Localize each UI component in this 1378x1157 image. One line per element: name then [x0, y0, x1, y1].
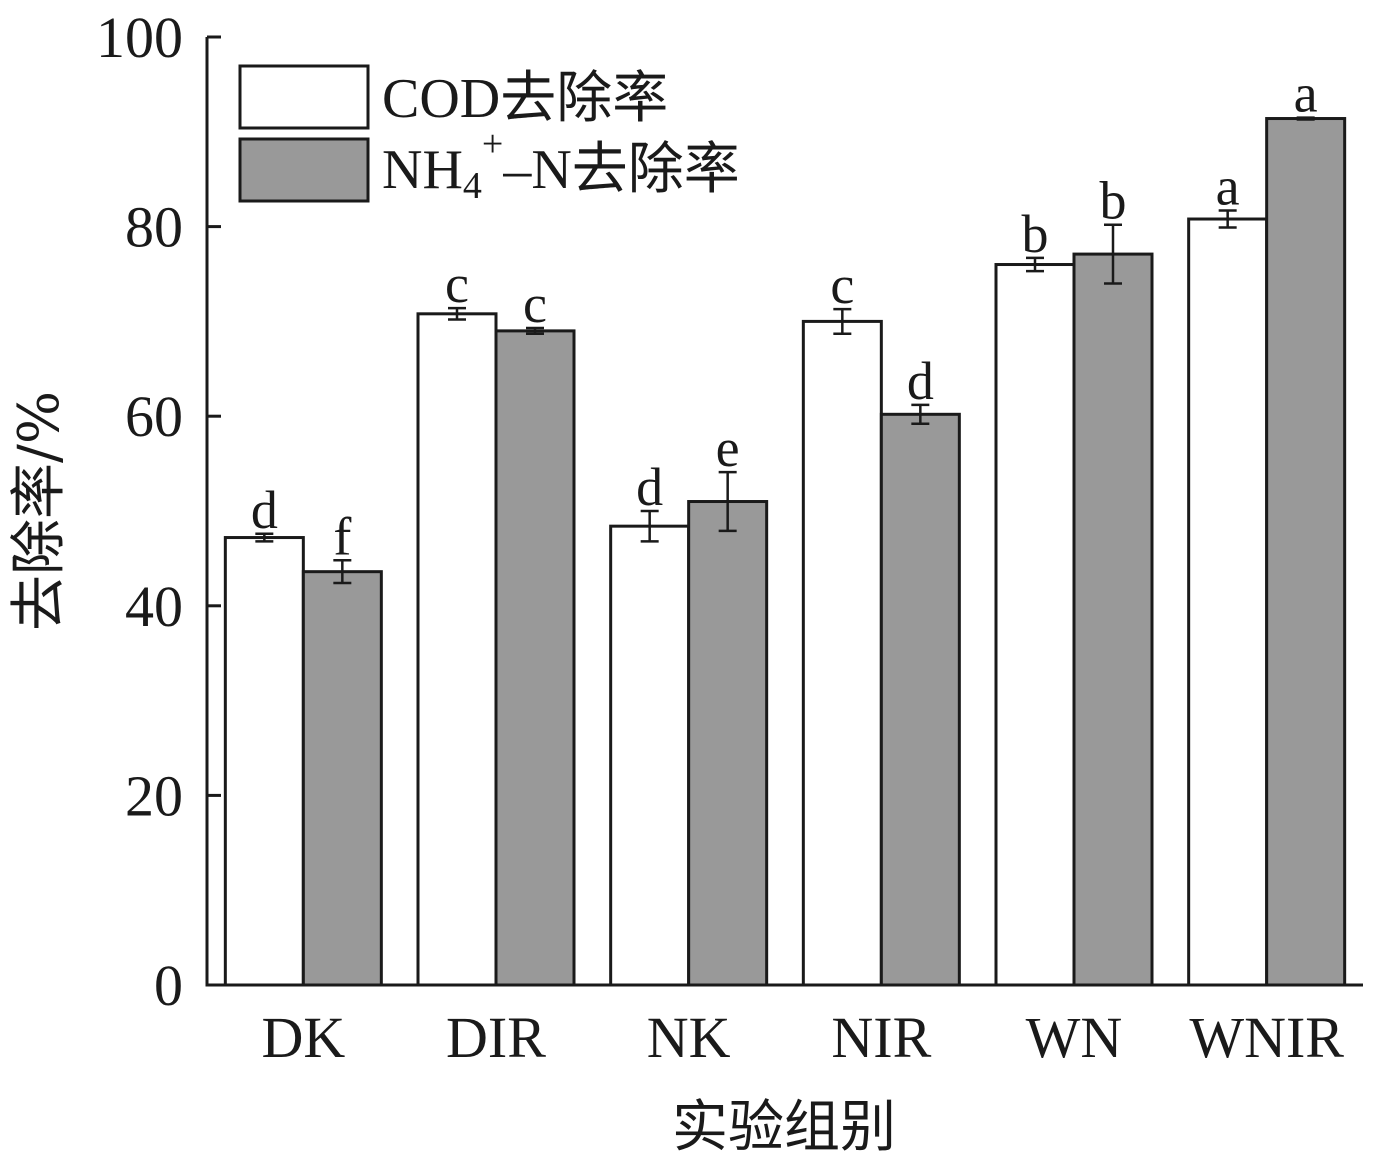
error-bars-layer — [255, 116, 1315, 585]
significance-letter: d — [907, 351, 934, 411]
bar-cod-dk — [223, 536, 305, 987]
y-tick-label: 100 — [96, 5, 183, 70]
y-tick-label: 80 — [125, 195, 183, 260]
x-category-label: WNIR — [1189, 1005, 1344, 1070]
legend-label-nh4-rest: –N去除率 — [502, 139, 739, 201]
bar-cod-nk — [609, 524, 691, 987]
y-ticks: 0 20 40 60 80 100 — [96, 5, 221, 1018]
bar-cod-wn — [994, 263, 1076, 987]
significance-letter: d — [636, 457, 663, 517]
significance-letter: b — [1022, 204, 1049, 264]
x-category-labels: DK DIR NK NIR WN WNIR — [261, 1005, 1344, 1070]
legend-item-nh4: NH4+–N去除率 — [238, 123, 740, 207]
significance-letter: e — [716, 418, 740, 478]
y-tick-label: 60 — [125, 384, 183, 449]
x-category-label: WN — [1026, 1005, 1123, 1070]
bar-nh4-nir — [879, 412, 961, 987]
y-tick-label: 0 — [154, 953, 183, 1018]
bar-nh4-dk — [301, 570, 383, 987]
bar-cod-wnir — [1187, 217, 1269, 987]
significance-letter: f — [333, 506, 351, 566]
legend-label-nh4-sub: 4 — [463, 165, 482, 207]
significance-letter: c — [445, 254, 469, 314]
legend-label-cod: COD去除率 — [382, 68, 668, 130]
legend-item-cod: COD去除率 — [238, 64, 668, 130]
bar-nh4-wn — [1072, 252, 1154, 987]
significance-letter: c — [830, 255, 854, 315]
bar-cod-nir — [801, 319, 883, 987]
legend-label-nh4-sup: + — [482, 123, 503, 165]
significance-letter: c — [523, 274, 547, 334]
x-axis-label: 实验组别 — [672, 1095, 896, 1157]
legend-label-nh4: NH4+–N去除率 — [382, 123, 740, 207]
significance-letter: a — [1294, 64, 1318, 124]
bar-nh4-dir — [494, 329, 576, 987]
x-category-label: DIR — [446, 1005, 546, 1070]
bar-nh4-wnir — [1265, 117, 1347, 987]
bar-cod-dir — [416, 312, 498, 987]
legend-swatch-cod — [238, 64, 370, 130]
y-tick-label: 40 — [125, 574, 183, 639]
x-category-label: DK — [261, 1005, 345, 1070]
x-category-label: NK — [647, 1005, 731, 1070]
legend-swatch-nh4 — [238, 137, 370, 203]
legend: COD去除率 NH4+–N去除率 — [238, 64, 740, 207]
x-category-label: NIR — [831, 1005, 931, 1070]
y-axis-label: 去除率/% — [7, 391, 72, 631]
bars-layer — [223, 117, 1347, 987]
significance-letter: d — [251, 480, 278, 540]
significance-letter: a — [1216, 156, 1240, 216]
significance-letter: b — [1100, 171, 1127, 231]
legend-label-nh4-main: NH — [382, 139, 463, 201]
bar-nh4-nk — [687, 500, 769, 987]
y-tick-label: 20 — [125, 763, 183, 828]
